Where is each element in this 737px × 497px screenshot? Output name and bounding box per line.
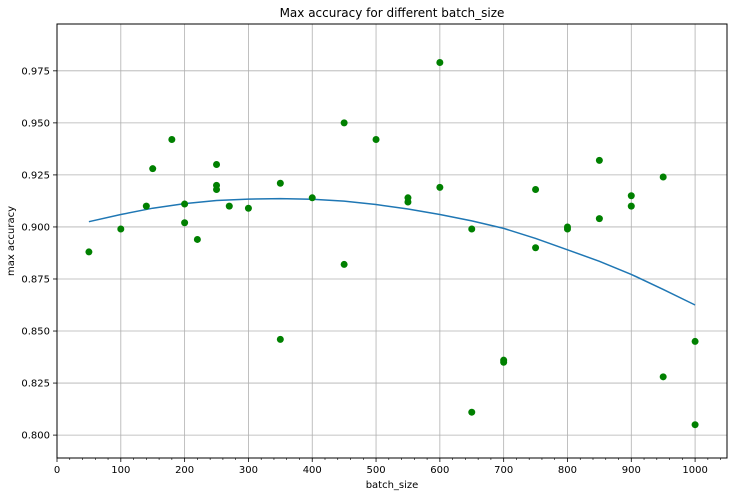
scatter-point	[244, 204, 252, 212]
x-tick-label: 500	[367, 465, 386, 476]
plot-frame	[56, 23, 728, 459]
x-tick-label: 700	[494, 465, 513, 476]
y-tick-label: 0.925	[21, 170, 50, 181]
scatter-point	[276, 335, 284, 343]
chart-title: Max accuracy for different batch_size	[280, 6, 505, 20]
x-tick-label: 400	[303, 465, 322, 476]
scatter-point	[627, 192, 635, 200]
scatter-points	[85, 59, 699, 429]
y-tick-label: 0.875	[21, 274, 50, 285]
scatter-point	[340, 260, 348, 268]
trend-line	[88, 197, 696, 306]
x-tick-label: 200	[175, 465, 194, 476]
scatter-point	[213, 185, 221, 193]
scatter-point	[468, 408, 476, 416]
grid	[56, 24, 727, 458]
scatter-point	[468, 225, 476, 233]
scatter-point	[532, 185, 540, 193]
scatter-point	[372, 136, 380, 144]
scatter-point	[276, 179, 284, 187]
scatter-point	[563, 225, 571, 233]
scatter-point	[181, 219, 189, 227]
scatter-point	[168, 136, 176, 144]
x-tick-label: 900	[622, 465, 641, 476]
scatter-point	[659, 373, 667, 381]
x-axis-label: batch_size	[366, 480, 419, 491]
x-tick-label: 1000	[682, 465, 707, 476]
y-tick-label: 0.975	[21, 66, 50, 77]
scatter-point	[149, 165, 157, 173]
y-tick-label: 0.950	[21, 118, 50, 129]
y-axis: 0.800 0.825 0.850 0.875 0.900 0.925 0.950 0.975	[21, 66, 57, 442]
x-tick-label: 800	[558, 465, 577, 476]
scatter-point	[117, 225, 125, 233]
scatter-point	[691, 421, 699, 429]
scatter-point	[340, 119, 348, 127]
x-tick-label: 100	[111, 465, 130, 476]
scatter-point	[142, 202, 150, 210]
scatter-point	[691, 337, 699, 345]
y-axis-label: max accuracy	[6, 206, 17, 276]
scatter-point	[404, 198, 412, 206]
y-tick-label: 0.825	[21, 379, 50, 390]
scatter-point	[627, 202, 635, 210]
scatter-point	[436, 183, 444, 191]
scatter-point	[595, 156, 603, 164]
trend-line-group	[88, 197, 696, 306]
y-tick-label: 0.800	[21, 431, 50, 442]
y-tick-label: 0.850	[21, 327, 50, 338]
x-tick-label: 0	[54, 465, 60, 476]
x-tick-label: 300	[239, 465, 258, 476]
scatter-point	[85, 248, 93, 256]
scatter-point	[595, 215, 603, 223]
scatter-point	[181, 200, 189, 208]
scatter-point	[213, 161, 221, 169]
scatter-point	[436, 59, 444, 67]
scatter-point	[225, 202, 233, 210]
scatter-point	[659, 173, 667, 181]
scatter-point	[193, 235, 201, 243]
scatter-point	[532, 244, 540, 252]
scatter-point	[500, 358, 508, 366]
scatter-point	[308, 194, 316, 202]
x-tick-label: 600	[430, 465, 449, 476]
x-axis: 0 100 200 300 400 500 600 700 800 900 1000	[54, 458, 721, 476]
y-tick-label: 0.900	[21, 222, 50, 233]
